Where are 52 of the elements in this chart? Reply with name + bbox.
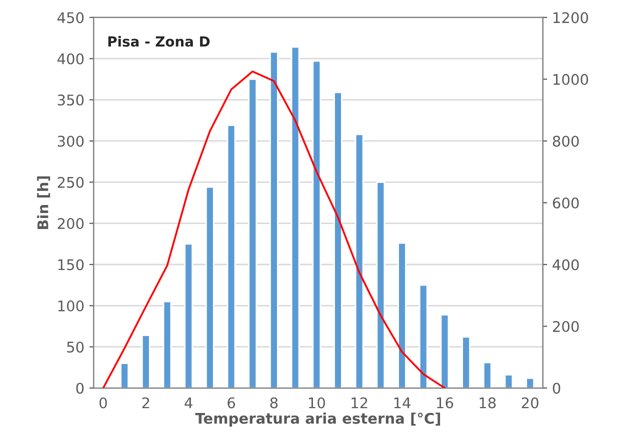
bar [312, 60, 322, 388]
x-tick-label: 4 [184, 398, 192, 408]
bar [248, 78, 258, 388]
y-tick-label: 50 [67, 342, 84, 353]
bar [205, 186, 214, 388]
x-tick-label: 14 [394, 398, 410, 408]
annotation: Pisa - Zona D [108, 36, 210, 47]
x-tick-label: 20 [522, 397, 538, 408]
x-tick-label: 18 [480, 397, 496, 408]
bar [440, 314, 450, 388]
bar [526, 377, 535, 388]
bar [120, 362, 129, 388]
bar [418, 284, 428, 388]
y-tick-label: 150 [58, 259, 84, 270]
y-tick-label: 400 [57, 53, 84, 64]
bar [162, 300, 172, 388]
bar [334, 92, 342, 388]
y2-tick-label: 600 [552, 197, 579, 208]
line-series [102, 70, 446, 388]
bar [482, 362, 492, 388]
bar [398, 242, 406, 388]
bar [141, 334, 150, 388]
bar [226, 124, 236, 388]
y-tick-label: 200 [58, 218, 84, 230]
y-tick-label: 350 [58, 94, 84, 106]
x-axis-title: Temperatura aria esterna [°C] [195, 412, 440, 427]
y-axis-title: Bin [h] [37, 176, 50, 230]
y-tick-label: 300 [58, 136, 84, 147]
bar [354, 134, 364, 388]
y2-tick-label: 800 [552, 136, 579, 147]
bar [290, 46, 300, 388]
x-tick-label: 6 [228, 397, 235, 408]
y2-tick-label: 1000 [554, 74, 588, 85]
x-tick-label: 2 [142, 397, 150, 408]
x-tick-label: 0 [100, 397, 107, 408]
x-tick-label: 12 [352, 397, 368, 408]
bar [270, 51, 278, 388]
bar [504, 374, 514, 388]
y2-tick-label: 200 [552, 320, 579, 332]
bar [184, 243, 194, 388]
y2-tick-label: 400 [552, 259, 579, 270]
y-tick-label: 0 [76, 382, 84, 394]
y-tick-label: 450 [57, 12, 84, 24]
x-tick-label: 16 [437, 397, 454, 408]
y-tick-label: 250 [58, 176, 84, 188]
bar [376, 181, 386, 388]
y2-tick-label: 1200 [554, 12, 588, 24]
x-tick-label: 8 [270, 397, 278, 408]
bar [462, 336, 470, 388]
y-tick-label: 100 [58, 300, 84, 312]
y2-tick-label: 0 [552, 382, 560, 394]
x-tick-label: 10 [308, 397, 325, 408]
